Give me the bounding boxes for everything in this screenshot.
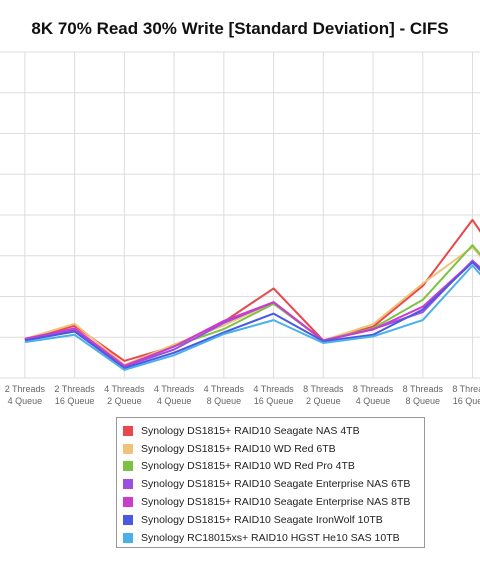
legend-item: Synology DS1815+ RAID10 WD Red 6TB [117, 440, 424, 458]
series-line-5 [24, 260, 480, 367]
legend-swatch [123, 514, 133, 525]
legend-item: Synology DS1815+ RAID10 WD Red Pro 4TB [117, 458, 424, 476]
legend-label: Synology DS1815+ RAID10 WD Red 6TB [141, 442, 336, 455]
legend-label: Synology DS1815+ RAID10 Seagate Enterpri… [141, 496, 411, 509]
x-tick-label: 4 Threads 2 Queue [104, 384, 145, 406]
legend-label: Synology DS1815+ RAID10 Seagate NAS 4TB [141, 424, 360, 437]
legend-swatch [123, 532, 133, 543]
legend-swatch [123, 443, 133, 454]
chart-title: 8K 70% Read 30% Write [Standard Deviatio… [31, 19, 449, 38]
x-tick-label: 2 Threads 4 Queue [5, 384, 46, 406]
x-tick-label: 8 Threads 8 Queue [403, 384, 444, 406]
legend-swatch [123, 497, 133, 508]
series-layer [24, 218, 480, 371]
legend-swatch [123, 479, 133, 490]
legend-item: Synology DS1815+ RAID10 Seagate Enterpri… [117, 493, 424, 511]
legend-label: Synology DS1815+ RAID10 Seagate IronWolf… [141, 513, 383, 526]
series-line-6 [24, 261, 480, 370]
legend-label: Synology RC18015xs+ RAID10 HGST He10 SAS… [141, 531, 400, 544]
line-chart: 2 Threads 4 Queue 2 Threads 16 Queue 4 Threa… [0, 51, 480, 406]
legend-label: Synology DS1815+ RAID10 WD Red Pro 4TB [141, 460, 355, 473]
x-axis-labels: 2 Threads 4 Queue 2 Threads 16 Queue 4 Threa… [5, 384, 480, 406]
legend-item: Synology DS1815+ RAID10 Seagate IronWolf… [117, 511, 424, 529]
legend-item: Synology DS1815+ RAID10 Seagate Enterpri… [117, 475, 424, 493]
chart-legend: Synology DS1815+ RAID10 Seagate NAS 4TB S… [116, 417, 425, 548]
x-tick-label: 4 Threads 16 Queue [253, 384, 294, 406]
legend-label: Synology DS1815+ RAID10 Seagate Enterpri… [141, 478, 411, 491]
x-tick-label: 2 Threads 16 Queue [54, 384, 95, 406]
x-tick-label: 4 Threads 4 Queue [154, 384, 195, 406]
legend-swatch [123, 425, 133, 436]
x-tick-label: 8 Threads 4 Queue [353, 384, 394, 406]
series-line-1 [24, 218, 480, 362]
x-tick-label: 4 Threads 8 Queue [204, 384, 245, 406]
legend-item: Synology RC18015xs+ RAID10 HGST He10 SAS… [117, 529, 424, 547]
x-tick-label: 8 Threads 2 Queue [303, 384, 344, 406]
series-line-7 [24, 264, 480, 371]
legend-item: Synology DS1815+ RAID10 Seagate NAS 4TB [117, 422, 424, 440]
legend-swatch [123, 461, 133, 472]
